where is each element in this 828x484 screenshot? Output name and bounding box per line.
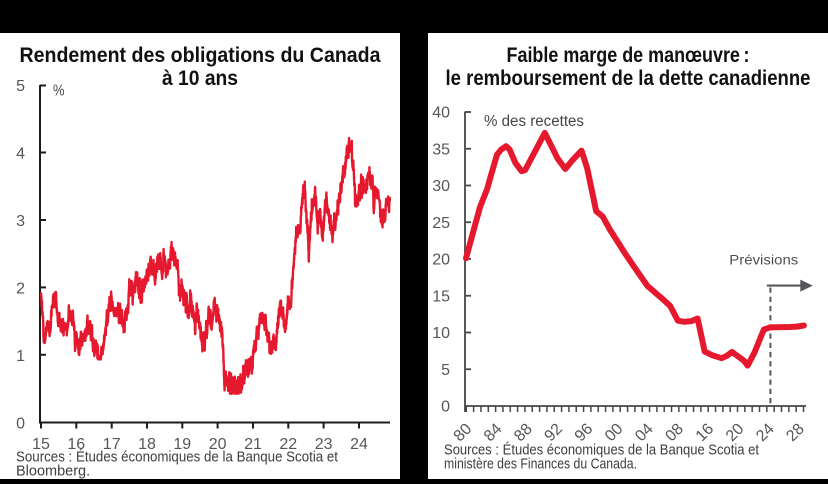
svg-text:%: % — [53, 83, 65, 100]
svg-text:08: 08 — [662, 420, 687, 445]
svg-text:Bloomberg.: Bloomberg. — [16, 464, 90, 480]
svg-text:40: 40 — [432, 105, 450, 122]
svg-text:le remboursement de la dette c: le remboursement de la dette canadienne — [446, 66, 811, 90]
svg-text:à 10 ans: à 10 ans — [162, 66, 238, 90]
svg-text:24: 24 — [350, 436, 368, 453]
svg-text:Prévisions: Prévisions — [729, 252, 798, 267]
svg-text:5: 5 — [16, 78, 25, 95]
svg-text:20: 20 — [209, 436, 227, 453]
svg-text:24: 24 — [753, 420, 778, 445]
svg-text:2: 2 — [16, 281, 25, 298]
svg-text:4: 4 — [16, 146, 25, 163]
svg-text:35: 35 — [432, 141, 450, 158]
svg-text:25: 25 — [432, 215, 450, 232]
svg-text:23: 23 — [315, 436, 333, 453]
svg-text:15: 15 — [32, 436, 50, 453]
svg-text:18: 18 — [138, 436, 156, 453]
svg-text:19: 19 — [173, 436, 191, 453]
svg-text:04: 04 — [632, 420, 657, 445]
svg-text:88: 88 — [511, 420, 536, 445]
svg-text:17: 17 — [103, 436, 121, 453]
svg-text:28: 28 — [783, 420, 808, 445]
svg-text:96: 96 — [572, 420, 597, 445]
svg-text:20: 20 — [723, 420, 748, 445]
svg-text:3: 3 — [16, 213, 25, 230]
svg-text:0: 0 — [16, 415, 25, 432]
svg-text:21: 21 — [244, 436, 262, 453]
svg-text:30: 30 — [432, 178, 450, 195]
svg-text:92: 92 — [541, 420, 566, 445]
svg-text:5: 5 — [441, 362, 450, 379]
svg-text:Faible marge de manœuvre :: Faible marge de manœuvre : — [507, 43, 750, 67]
svg-text:84: 84 — [481, 420, 506, 445]
svg-text:80: 80 — [451, 420, 476, 445]
svg-text:Sources : Études économiques d: Sources : Études économiques de la Banqu… — [444, 442, 759, 459]
svg-text:Sources : Études économiques d: Sources : Études économiques de la Banqu… — [16, 449, 338, 466]
svg-text:16: 16 — [693, 420, 718, 445]
svg-text:% des recettes: % des recettes — [484, 113, 584, 130]
svg-text:1: 1 — [16, 348, 25, 365]
svg-text:0: 0 — [441, 399, 450, 416]
svg-text:ministère des Finances du Cana: ministère des Finances du Canada. — [444, 457, 637, 473]
svg-text:10: 10 — [432, 325, 450, 342]
svg-text:00: 00 — [602, 420, 627, 445]
svg-text:22: 22 — [279, 436, 297, 453]
svg-text:16: 16 — [67, 436, 85, 453]
svg-text:Rendement des obligations du C: Rendement des obligations du Canada — [20, 43, 382, 67]
svg-text:15: 15 — [432, 288, 450, 305]
svg-text:20: 20 — [432, 252, 450, 269]
